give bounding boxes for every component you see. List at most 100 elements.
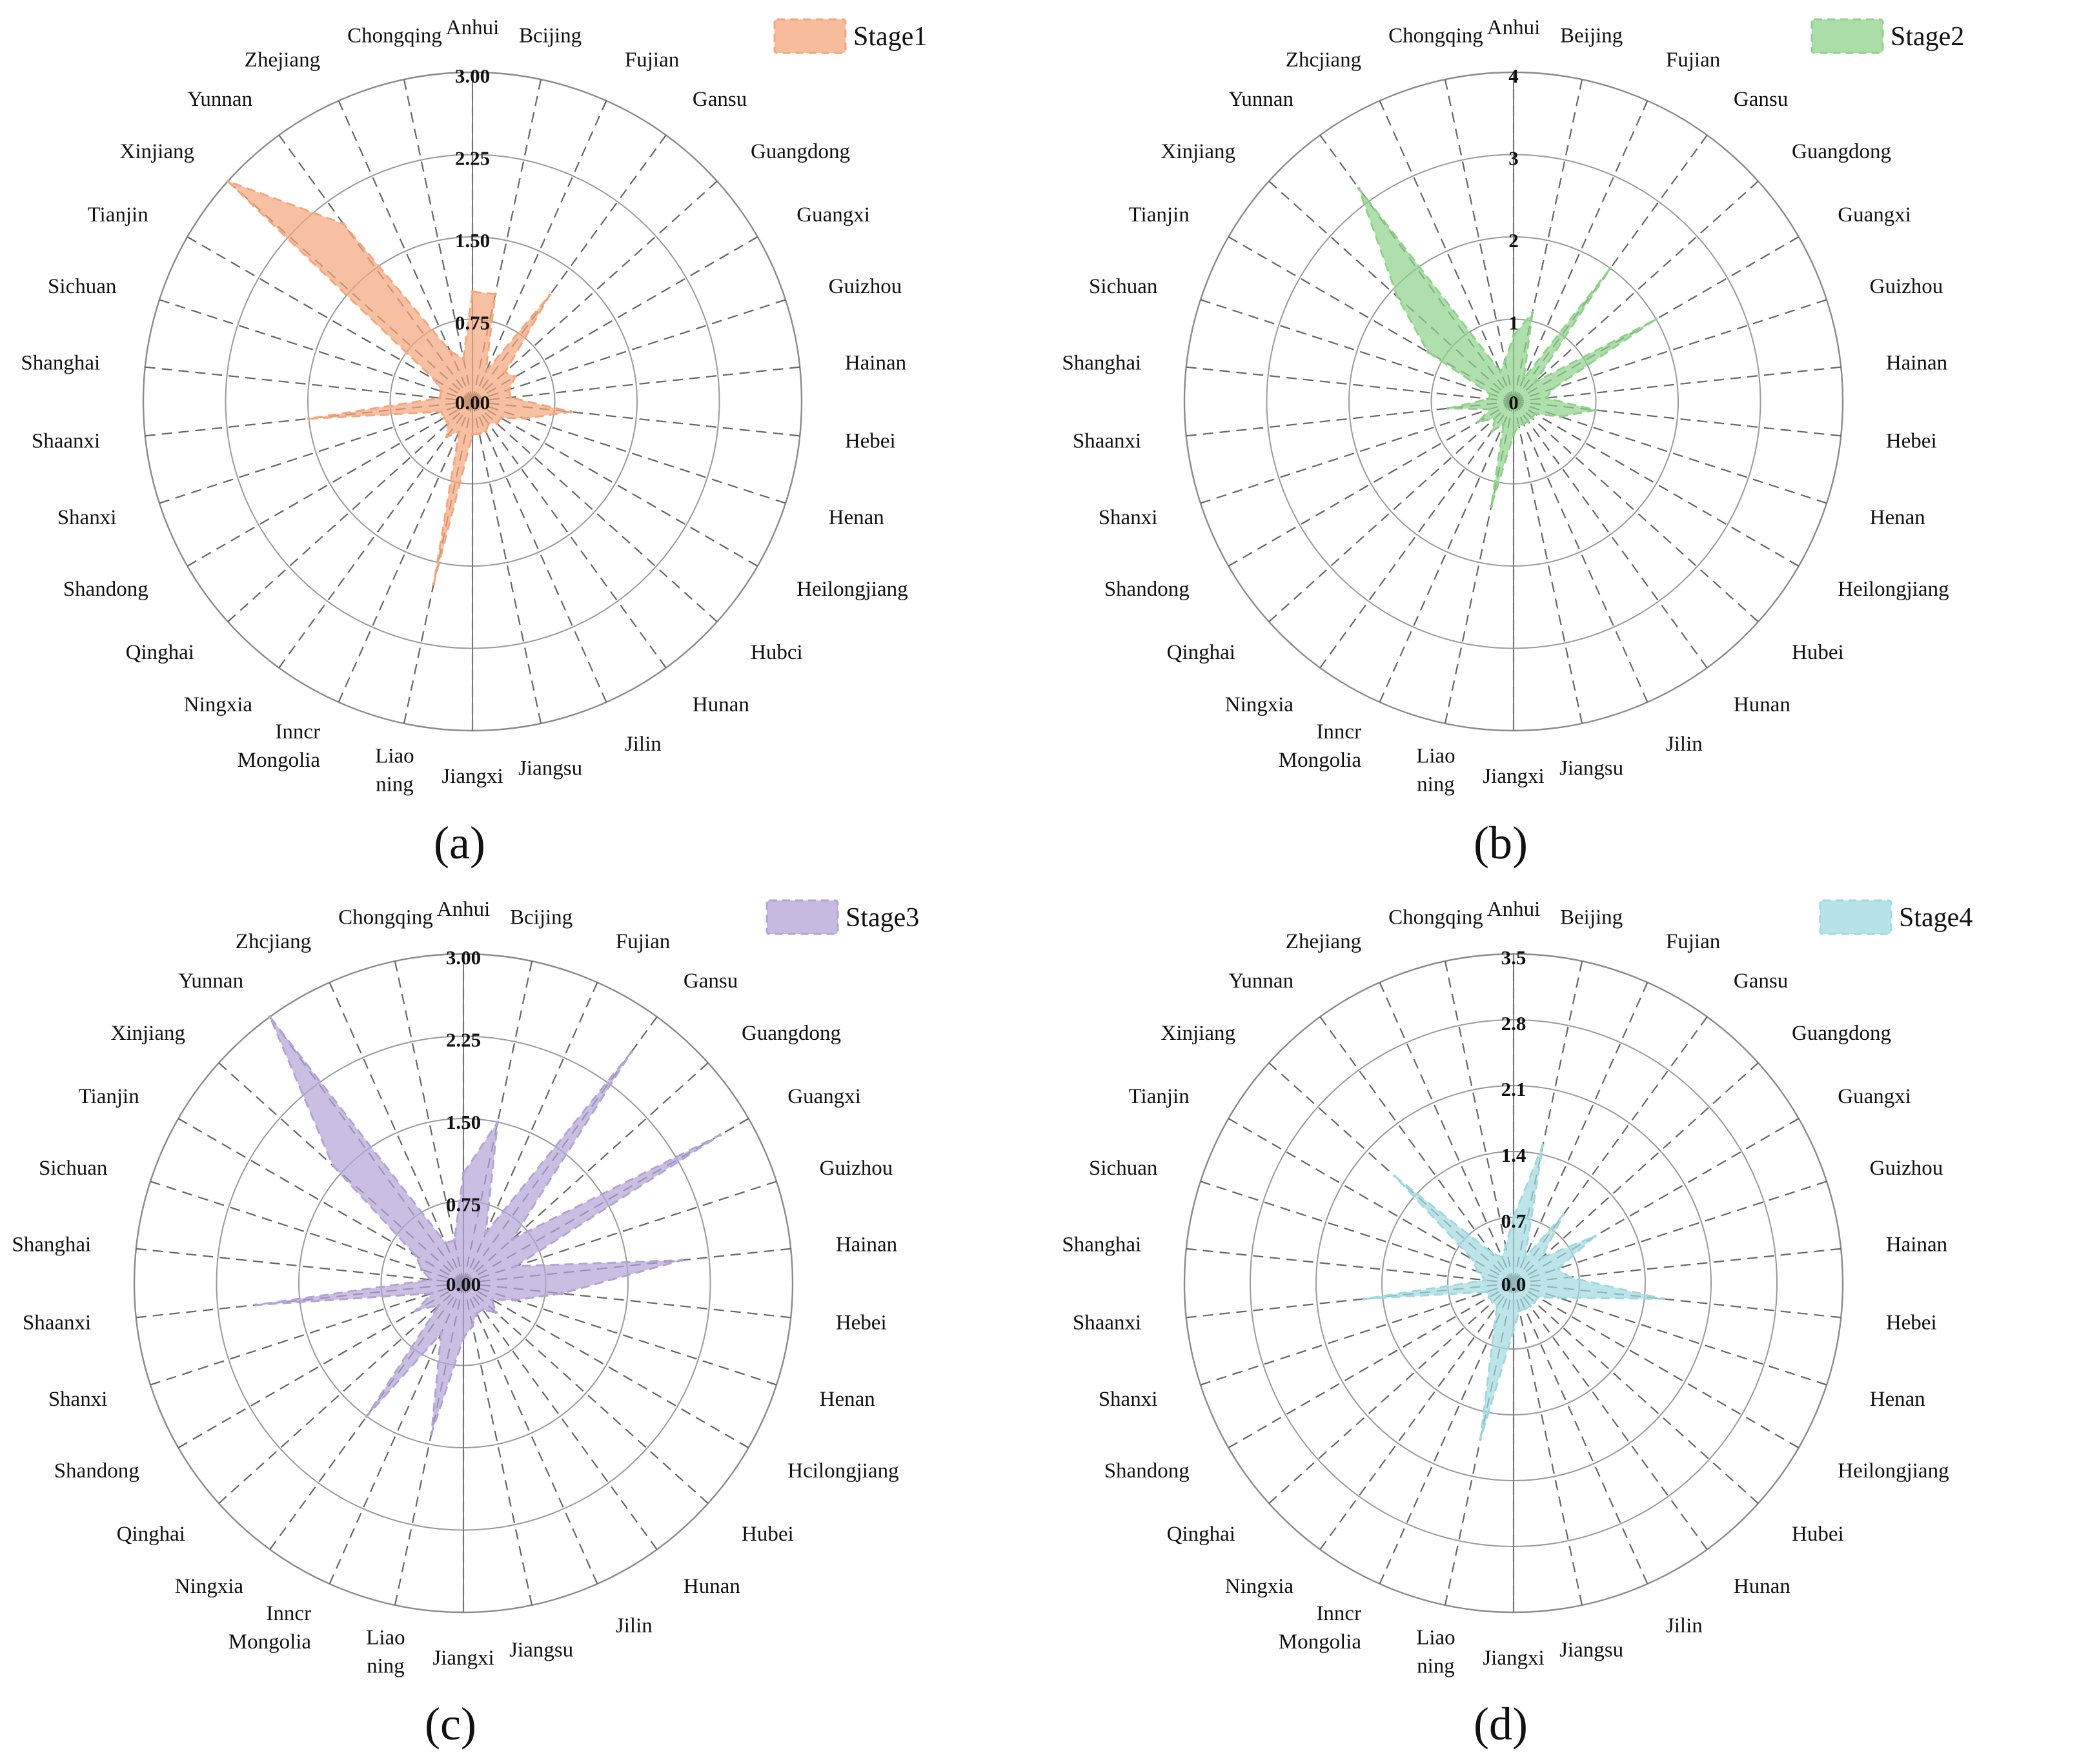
data-point — [429, 1278, 432, 1282]
axis-spoke — [1444, 79, 1515, 402]
axis-spoke — [1319, 1016, 1514, 1284]
category-label: Shaanxi — [23, 1312, 91, 1335]
data-point — [341, 222, 345, 226]
category-label: Hainan — [836, 1233, 897, 1256]
category-label: Qinghai — [1167, 641, 1235, 664]
data-point — [1594, 408, 1597, 412]
data-point — [471, 1324, 474, 1328]
axis-spoke — [1379, 982, 1515, 1284]
category-label: Sichuan — [39, 1157, 107, 1180]
category-label: Liao ning — [1416, 744, 1455, 796]
axis-spoke — [1513, 1282, 1708, 1550]
tick-label: 0.75 — [446, 1193, 481, 1216]
data-point — [493, 292, 497, 296]
data-point — [475, 1312, 479, 1315]
data-point — [461, 1171, 465, 1175]
axis-spoke — [1268, 1282, 1514, 1505]
category-label: Henan — [1870, 1388, 1925, 1411]
category-label: Tianjin — [1129, 1085, 1190, 1108]
category-label: Gansu — [684, 969, 738, 993]
data-point — [1541, 1143, 1545, 1147]
axis-spoke — [159, 299, 473, 403]
data-point — [484, 430, 488, 434]
axis-spoke — [472, 366, 800, 403]
axis-spoke — [1513, 1062, 1759, 1284]
axis-spoke — [472, 401, 758, 567]
data-point — [420, 1268, 423, 1272]
category-label: Qinghai — [1167, 1523, 1235, 1546]
axis-spoke — [150, 1282, 464, 1386]
category-label: Heilongjiang — [1838, 578, 1949, 601]
category-label: Hunan — [1734, 693, 1790, 716]
category-label: Yunnan — [187, 88, 252, 111]
category-label: Guangxi — [1838, 1085, 1911, 1108]
category-label: Hebei — [845, 430, 896, 453]
axis-spoke — [463, 1282, 709, 1505]
axis-spoke — [218, 1282, 464, 1505]
axis-spoke — [1513, 1181, 1827, 1284]
category-label: Beijing — [1560, 25, 1623, 48]
category-label: Hainan — [1886, 1233, 1947, 1256]
category-label: Anhui — [437, 898, 491, 921]
axis-spoke — [150, 1181, 464, 1284]
data-point — [1539, 1256, 1543, 1260]
category-label: Hubei — [742, 1523, 794, 1546]
data-point — [1487, 1295, 1491, 1299]
data-point — [1504, 1244, 1508, 1248]
category-label: Sichuan — [1089, 275, 1157, 298]
panel-label: (d) — [1474, 1698, 1528, 1750]
axis-spoke — [471, 100, 607, 402]
data-point — [414, 1309, 418, 1312]
category-label: Chongqing — [1388, 906, 1483, 929]
data-point — [439, 1332, 443, 1335]
axis-spoke — [1186, 1248, 1514, 1284]
category-label: Liao ning — [375, 744, 414, 796]
category-label: Jiangxi — [1483, 765, 1544, 788]
data-point — [331, 1164, 335, 1168]
category-label: Jilin — [1666, 1614, 1703, 1637]
data-point — [268, 1015, 272, 1019]
category-label: Guangxi — [796, 203, 870, 227]
category-label: Liao ning — [366, 1626, 405, 1678]
tick-label: 0.0 — [1501, 1273, 1526, 1295]
category-label: Shandong — [54, 1459, 139, 1483]
axis-spoke — [1186, 366, 1514, 403]
category-label: Guangdong — [742, 1022, 841, 1045]
data-point — [430, 1292, 434, 1295]
category-label: Qinghai — [117, 1523, 185, 1546]
data-point — [254, 1303, 258, 1307]
data-point — [1556, 1296, 1560, 1300]
axis-spoke — [462, 1282, 598, 1585]
category-label: Guizhou — [1870, 1157, 1943, 1180]
data-point — [1561, 1213, 1565, 1217]
category-label: Shanxi — [1099, 1388, 1158, 1411]
data-point — [1523, 1255, 1527, 1259]
category-label: Shanghai — [1062, 1233, 1141, 1256]
axis-spoke — [471, 401, 607, 703]
legend-swatch — [766, 899, 839, 935]
data-point — [457, 430, 461, 434]
axis-spoke — [338, 401, 474, 703]
category-label: Jiangxi — [1483, 1647, 1544, 1670]
data-point — [478, 432, 482, 436]
data-point — [1490, 429, 1494, 433]
axis-spoke — [1513, 299, 1827, 403]
data-point — [452, 1238, 456, 1242]
axis-spoke — [1512, 401, 1648, 703]
category-label: Shandong — [63, 578, 148, 601]
data-point — [1426, 350, 1430, 354]
data-point — [461, 356, 465, 360]
axis-spoke — [472, 401, 718, 623]
category-label: Henan — [829, 506, 884, 529]
category-label: Anhui — [446, 16, 500, 39]
axis-spoke — [472, 299, 786, 403]
category-label: Shaanxi — [1073, 430, 1141, 453]
data-point — [523, 416, 527, 420]
data-point — [629, 1050, 633, 1054]
data-point — [1393, 1174, 1397, 1178]
data-point — [1490, 1251, 1494, 1255]
data-point — [1395, 295, 1399, 299]
category-label: Guangdong — [1792, 1022, 1891, 1045]
data-point — [496, 1120, 500, 1124]
data-point — [1491, 1300, 1495, 1304]
